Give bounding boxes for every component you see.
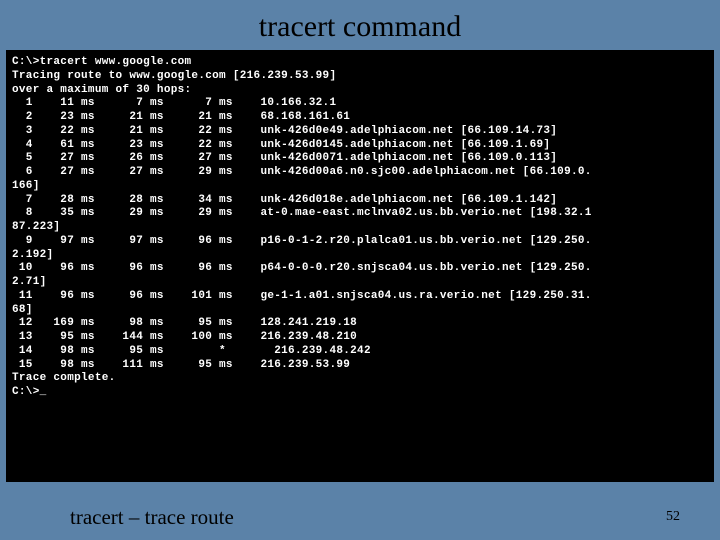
slide-footer: tracert – trace route 52 <box>0 494 720 540</box>
hops-block: 1 11 ms 7 ms 7 ms 10.166.32.1 2 23 ms 21… <box>12 97 592 370</box>
over-line: over a maximum of 30 hops: <box>12 84 708 98</box>
trace-complete: Trace complete. <box>12 372 708 386</box>
cmd-prompt-end: C:\>_ <box>12 386 708 400</box>
tracing-line: Tracing route to www.google.com [216.239… <box>12 70 708 84</box>
page-number: 52 <box>666 509 680 525</box>
footer-caption: tracert – trace route <box>70 505 234 530</box>
terminal-window: C:\>tracert www.google.comTracing route … <box>6 50 714 482</box>
slide-title: tracert command <box>0 0 720 50</box>
cmd-prompt-line: C:\>tracert www.google.com <box>12 56 708 70</box>
